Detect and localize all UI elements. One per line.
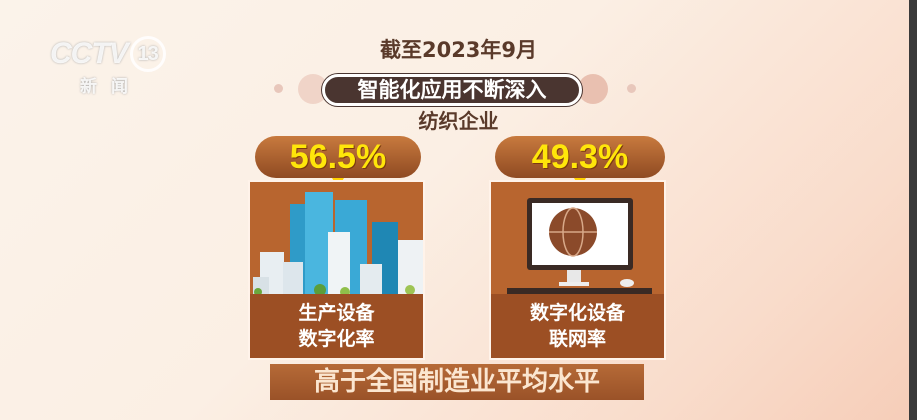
city-buildings-icon — [250, 182, 423, 296]
decor-dot — [274, 84, 283, 93]
footer-banner: 高于全国制造业平均水平 — [270, 364, 644, 400]
card-digitization: 生产设备 数字化率 — [248, 180, 425, 360]
card-networking: 数字化设备 联网率 — [489, 180, 666, 360]
logo-sub: 新闻 — [80, 77, 142, 97]
label-line: 联网率 — [548, 328, 606, 350]
decor-dot — [578, 74, 608, 104]
screen-edge — [909, 0, 917, 420]
label-line: 数字化设备 — [529, 302, 625, 324]
computer-globe-icon — [491, 182, 664, 296]
card-label: 数字化设备 联网率 — [491, 294, 664, 358]
decor-dot — [627, 84, 636, 93]
label-line: 数字化率 — [298, 328, 375, 350]
date-heading: 截至2023年9月 — [379, 38, 538, 62]
logo-brand: CCTV — [50, 37, 129, 70]
logo-channel: 13 — [129, 36, 166, 72]
cctv13-logo: CCTV 13 新闻 — [50, 36, 166, 97]
value-text: 56.5% — [289, 138, 387, 176]
label-line: 生产设备 — [298, 302, 375, 324]
subject-heading: 纺织企业 — [418, 109, 499, 133]
value-pill-digitization: 56.5% — [255, 136, 421, 188]
headline-banner: 智能化应用不断深入 — [322, 74, 582, 106]
value-pill-networking: 49.3% — [495, 136, 665, 188]
card-label: 生产设备 数字化率 — [250, 294, 423, 358]
value-text: 49.3% — [531, 138, 629, 176]
